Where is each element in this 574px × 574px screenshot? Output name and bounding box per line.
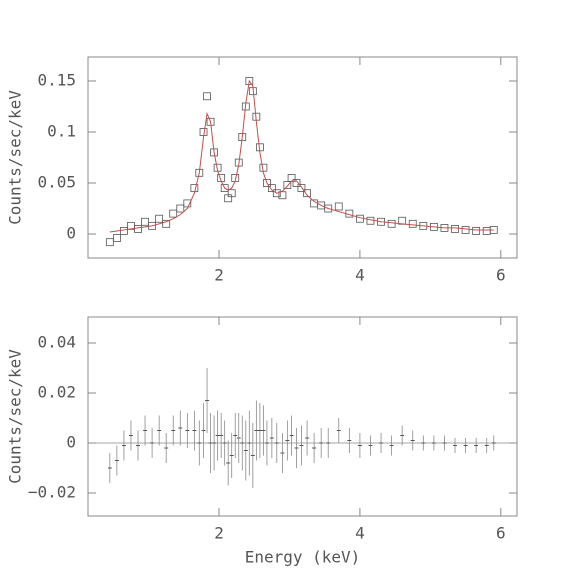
model-line: [109, 79, 494, 233]
data-point: [324, 204, 333, 213]
data-point: [169, 209, 178, 218]
data-point: [105, 238, 114, 247]
data-point: [245, 77, 254, 85]
x-tick-label: 4: [355, 266, 365, 285]
data-point: [387, 219, 396, 228]
data-point: [287, 174, 296, 182]
data-point: [263, 179, 271, 187]
x-tick-label: 2: [214, 524, 224, 543]
data-point: [148, 221, 157, 230]
plot-frame: [87, 56, 518, 259]
data-point: [408, 219, 417, 228]
data-point: [278, 191, 287, 200]
x-axis-label: Energy (keV): [245, 548, 361, 567]
data-point: [472, 227, 481, 235]
data-point: [292, 179, 301, 187]
x-tick-label: 6: [496, 524, 506, 543]
data-point: [334, 202, 343, 211]
y-tick-label: 0.15: [37, 70, 76, 89]
data-point: [183, 199, 192, 208]
plot-frame: [87, 316, 518, 517]
data-point: [227, 189, 236, 198]
data-point: [366, 216, 375, 225]
y-axis-label: Counts/sec/keV: [6, 90, 25, 225]
data-point: [356, 214, 364, 223]
data-point: [451, 225, 459, 233]
data-point: [220, 184, 229, 193]
x-tick-label: 6: [496, 266, 506, 285]
data-point: [112, 234, 121, 243]
y-tick-label: 0.02: [37, 383, 76, 402]
y-tick-label: 0: [66, 433, 76, 452]
data-point: [190, 184, 199, 193]
data-point: [203, 92, 211, 101]
data-point: [461, 226, 470, 234]
y-axis-label: Counts/sec/keV: [6, 349, 25, 484]
y-tick-label: 0: [66, 224, 76, 243]
data-point: [141, 217, 149, 226]
y-tick-label: 0.1: [47, 121, 76, 140]
data-point: [283, 181, 292, 189]
x-tick-label: 4: [355, 524, 365, 543]
y-tick-label: 0.05: [37, 173, 76, 192]
data-point: [272, 189, 281, 198]
y-tick-label: −0.02: [28, 483, 76, 502]
data-point: [134, 225, 142, 233]
data-point: [297, 184, 306, 193]
data-point: [482, 227, 491, 235]
y-tick-label: 0.04: [37, 333, 76, 352]
data-point: [176, 204, 185, 213]
data-point: [120, 227, 128, 235]
data-point: [303, 189, 311, 198]
data-point: [267, 184, 276, 193]
data-point: [162, 219, 171, 228]
x-tick-label: 2: [214, 266, 224, 285]
data-point: [155, 214, 164, 223]
